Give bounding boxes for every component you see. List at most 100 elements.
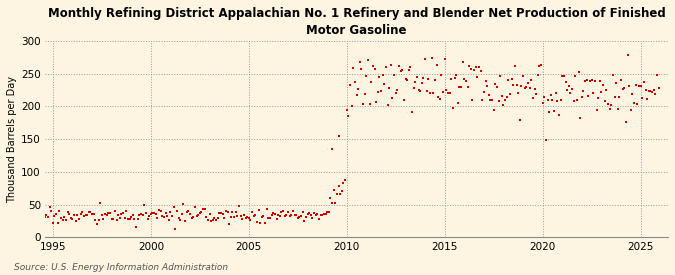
Point — [62, 210, 73, 214]
Point — [495, 74, 506, 78]
Point — [28, 213, 38, 217]
Point — [398, 98, 409, 103]
Point — [536, 63, 547, 68]
Point — [90, 218, 101, 222]
Point — [202, 218, 213, 222]
Point — [580, 78, 591, 83]
Point — [490, 82, 501, 87]
Point — [224, 222, 235, 226]
Point — [307, 216, 318, 220]
Point — [95, 200, 105, 205]
Point — [575, 116, 586, 120]
Point — [505, 92, 516, 97]
Point — [413, 88, 424, 92]
Point — [92, 222, 103, 226]
Point — [358, 102, 369, 107]
Point — [38, 214, 49, 218]
Point — [557, 74, 568, 78]
Point — [624, 84, 634, 89]
Point — [258, 213, 269, 218]
Point — [157, 213, 167, 218]
Point — [213, 216, 223, 221]
Point — [350, 80, 360, 85]
Point — [367, 64, 378, 68]
Point — [589, 79, 600, 83]
Point — [97, 213, 107, 218]
Point — [283, 210, 294, 214]
Point — [238, 213, 249, 218]
Point — [168, 205, 179, 209]
Point — [446, 77, 456, 81]
Y-axis label: Thousand Barrels per Day: Thousand Barrels per Day — [7, 76, 17, 203]
Point — [452, 101, 463, 105]
Point — [423, 76, 434, 81]
Point — [611, 80, 622, 85]
Point — [392, 87, 403, 92]
Point — [250, 213, 261, 217]
Point — [342, 108, 352, 112]
Point — [260, 220, 271, 225]
Point — [647, 90, 657, 94]
Point — [552, 98, 563, 103]
Point — [340, 177, 350, 182]
Point — [132, 217, 143, 221]
Point — [207, 218, 218, 222]
Point — [587, 78, 597, 82]
Point — [211, 218, 221, 222]
Point — [518, 73, 529, 78]
Point — [506, 77, 517, 81]
Point — [171, 209, 182, 213]
Point — [620, 119, 631, 124]
Point — [560, 79, 571, 84]
Point — [460, 79, 471, 83]
Point — [230, 209, 241, 214]
Point — [182, 210, 192, 214]
Point — [653, 86, 664, 90]
Point — [176, 212, 187, 216]
Point — [186, 216, 197, 220]
Point — [234, 204, 244, 208]
Point — [369, 67, 380, 71]
Point — [163, 218, 174, 222]
Point — [510, 64, 520, 68]
Point — [542, 98, 553, 102]
Point — [436, 73, 447, 77]
Point — [627, 91, 638, 96]
Point — [310, 213, 321, 217]
Point — [289, 213, 300, 218]
Point — [454, 84, 465, 89]
Point — [39, 215, 50, 219]
Point — [225, 214, 236, 219]
Point — [46, 209, 57, 213]
Point — [578, 89, 589, 93]
Point — [155, 209, 166, 213]
Point — [70, 218, 81, 223]
Point — [564, 84, 574, 89]
Point — [292, 216, 303, 221]
Point — [266, 213, 277, 217]
Point — [256, 214, 267, 219]
Point — [406, 110, 417, 115]
Point — [229, 215, 240, 219]
Point — [308, 211, 319, 215]
Point — [377, 73, 388, 78]
Point — [464, 64, 475, 68]
Point — [320, 212, 331, 217]
Point — [416, 81, 427, 86]
Point — [441, 87, 452, 92]
Point — [565, 90, 576, 95]
Point — [80, 213, 91, 218]
Point — [296, 213, 306, 218]
Point — [514, 117, 525, 122]
Point — [51, 211, 61, 216]
Point — [279, 213, 290, 218]
Point — [493, 99, 504, 103]
Point — [333, 134, 344, 138]
Point — [276, 210, 287, 214]
Point — [437, 90, 448, 94]
Point — [479, 89, 489, 94]
Point — [396, 69, 406, 73]
Point — [379, 82, 389, 86]
Point — [82, 212, 92, 217]
Point — [384, 86, 395, 90]
